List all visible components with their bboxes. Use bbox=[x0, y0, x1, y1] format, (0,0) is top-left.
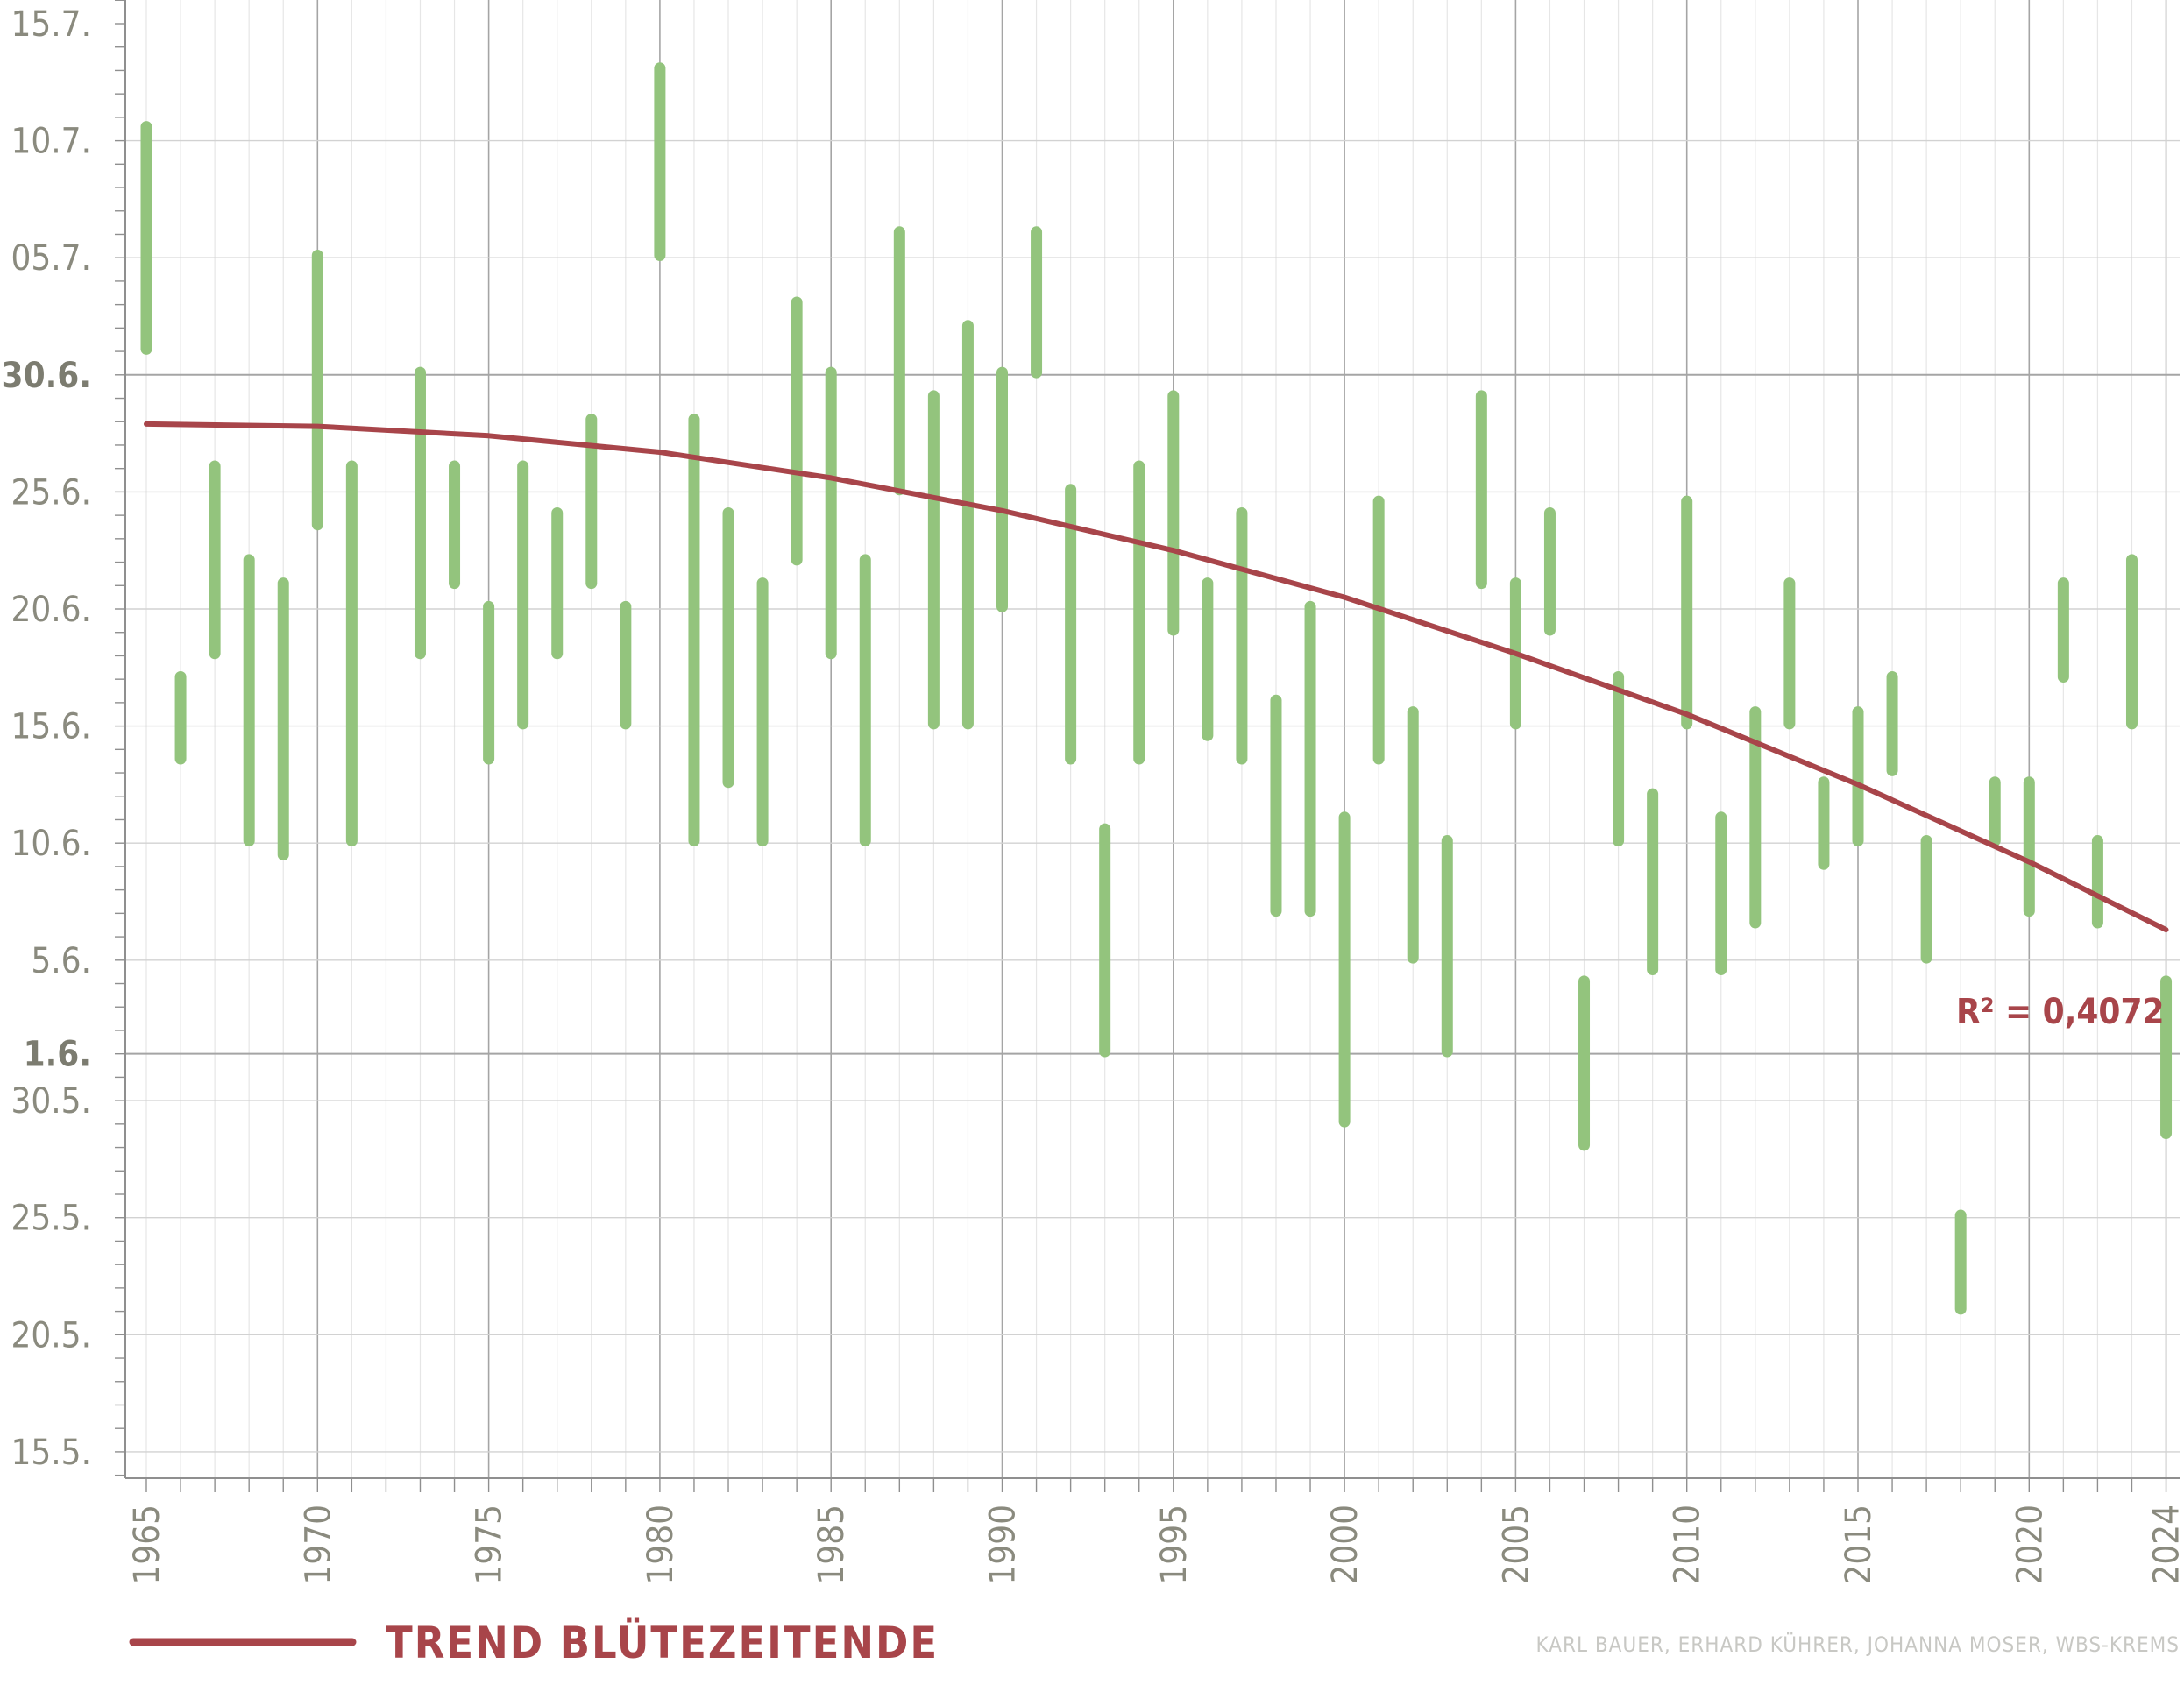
credit-text: KARL BAUER, ERHARD KÜHRER, JOHANNA MOSER… bbox=[1535, 1632, 2180, 1657]
x-tick-label: 2010 bbox=[1668, 1504, 1708, 1585]
x-tick-label: 2000 bbox=[1325, 1504, 1365, 1585]
x-tick-label: 2005 bbox=[1496, 1504, 1536, 1585]
y-tick-label: 30.5. bbox=[11, 1081, 91, 1122]
legend-label: TREND BLÜTEZEITENDE bbox=[386, 1617, 939, 1668]
x-tick-label: 1990 bbox=[983, 1504, 1024, 1585]
x-tick-label: 1975 bbox=[470, 1504, 510, 1585]
y-tick-label: 25.5. bbox=[11, 1199, 91, 1239]
y-tick-label: 25.6. bbox=[11, 472, 91, 513]
flowering-bars bbox=[140, 62, 2173, 1315]
axes bbox=[115, 0, 2180, 1492]
x-tick-label: 2020 bbox=[2010, 1504, 2050, 1585]
trend-line-group bbox=[144, 421, 2169, 933]
trend-line bbox=[144, 421, 2169, 933]
x-tick-label: 2024 bbox=[2147, 1504, 2184, 1585]
x-tick-label: 2015 bbox=[1839, 1504, 1879, 1585]
y-tick-label: 10.6. bbox=[11, 824, 91, 864]
y-tick-label: 15.6. bbox=[11, 707, 91, 747]
y-tick-label: 30.6. bbox=[2, 356, 91, 396]
horizontal-gridlines bbox=[125, 139, 2180, 1453]
x-tick-label: 1970 bbox=[298, 1504, 338, 1585]
y-axis-tick-labels: 15.7. 10.7. 05.7. 30.6. 25.6. 20.6. 15.6. 10.6.… bbox=[2, 4, 91, 1473]
x-tick-label: 1985 bbox=[812, 1504, 852, 1585]
y-tick-label: 10.7. bbox=[11, 122, 91, 162]
y-tick-label: 20.5. bbox=[11, 1315, 91, 1356]
x-axis-tick-labels: 1965 1970 1975 1980 1985 1990 1995 2000 2005 2010… bbox=[127, 1504, 2184, 1585]
legend: TREND BLÜTEZEITENDE bbox=[129, 1617, 939, 1668]
y-tick-label: 5.6. bbox=[31, 941, 91, 981]
x-tick-label: 1965 bbox=[127, 1504, 167, 1585]
x-tick-label: 1995 bbox=[1154, 1504, 1195, 1585]
x-tick-label: 1980 bbox=[641, 1504, 681, 1585]
y-tick-label: 1.6. bbox=[24, 1035, 91, 1075]
r-squared-label: R² = 0,4072 bbox=[1956, 992, 2165, 1032]
y-tick-label: 15.5. bbox=[11, 1433, 91, 1473]
y-tick-label: 05.7. bbox=[11, 238, 91, 279]
y-tick-label: 20.6. bbox=[11, 590, 91, 630]
y-tick-label: 15.7. bbox=[11, 4, 91, 45]
